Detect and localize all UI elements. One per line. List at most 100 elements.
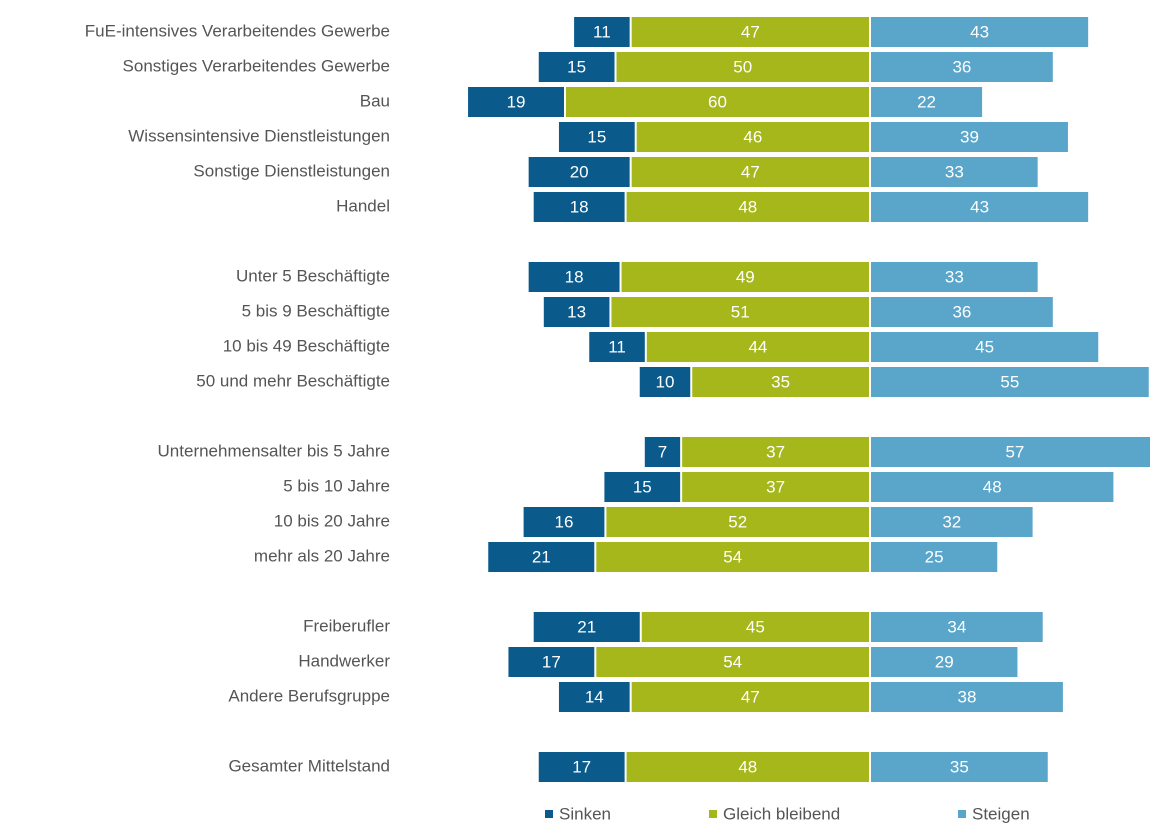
value-label: 34: [947, 617, 966, 636]
value-label: 18: [570, 197, 589, 216]
value-label: 11: [608, 337, 626, 356]
bar-segment: [621, 262, 869, 292]
bar-segment: [604, 472, 681, 502]
bar-segment: [871, 752, 1048, 782]
bar-segment: [639, 367, 691, 397]
bar-segment: [871, 122, 1068, 152]
bar-segment: [631, 157, 869, 187]
value-label: 19: [507, 92, 526, 111]
bar-segment: [682, 437, 869, 467]
bar-segment: [626, 192, 869, 222]
category-label: Unternehmensalter bis 5 Jahre: [158, 441, 390, 460]
category-label: Wissensintensive Dienstleistungen: [128, 126, 390, 145]
bar-segment: [543, 297, 610, 327]
category-label: FuE-intensives Verarbeitendes Gewerbe: [85, 21, 390, 40]
bar-segment: [631, 17, 869, 47]
value-label: 16: [555, 512, 574, 531]
bar-segment: [871, 192, 1089, 222]
value-label: 11: [593, 22, 611, 41]
bar-segment: [528, 262, 620, 292]
category-label: Freiberufler: [303, 616, 390, 635]
value-label: 36: [952, 57, 971, 76]
value-label: 54: [723, 652, 742, 671]
bar-segment: [611, 297, 869, 327]
category-label: Handwerker: [298, 651, 390, 670]
bar-segment: [528, 157, 630, 187]
value-label: 20: [570, 162, 589, 181]
legend-label: Sinken: [559, 804, 611, 823]
value-label: 13: [567, 302, 586, 321]
bar-segment: [616, 52, 869, 82]
value-label: 45: [975, 337, 994, 356]
value-label: 14: [585, 687, 604, 706]
category-label: Andere Berufsgruppe: [228, 686, 390, 705]
bar-segment: [508, 647, 595, 677]
value-label: 17: [542, 652, 561, 671]
value-label: 57: [1005, 442, 1024, 461]
bar-segment: [682, 472, 869, 502]
bar-segment: [631, 682, 869, 712]
category-label: Sonstiges Verarbeitendes Gewerbe: [123, 56, 390, 75]
value-label: 43: [970, 197, 989, 216]
value-label: 48: [983, 477, 1002, 496]
value-label: 21: [532, 547, 551, 566]
bar-segment: [636, 122, 869, 152]
bar-segment: [606, 507, 869, 537]
value-label: 55: [1000, 372, 1019, 391]
legend-marker: [958, 810, 966, 818]
bar-segment: [533, 612, 640, 642]
bar-segment: [871, 612, 1043, 642]
value-label: 15: [587, 127, 606, 146]
value-label: 33: [945, 162, 964, 181]
bar-segment: [538, 52, 615, 82]
value-label: 52: [728, 512, 747, 531]
value-label: 29: [935, 652, 954, 671]
value-label: 37: [766, 477, 785, 496]
category-label: 10 bis 49 Beschäftigte: [223, 336, 390, 355]
bar-segment: [871, 297, 1053, 327]
bar-segment: [871, 437, 1150, 467]
bar-segment: [641, 612, 869, 642]
bar-segment: [533, 192, 625, 222]
value-label: 36: [952, 302, 971, 321]
bar-segment: [871, 87, 983, 117]
bar-segment: [596, 542, 869, 572]
value-label: 25: [925, 547, 944, 566]
value-label: 21: [577, 617, 596, 636]
bar-segment: [871, 52, 1053, 82]
bar-segment: [871, 262, 1038, 292]
value-label: 17: [572, 757, 591, 776]
category-label: 50 und mehr Beschäftigte: [196, 371, 390, 390]
legend-marker: [545, 810, 553, 818]
bar-segment: [589, 332, 645, 362]
value-label: 33: [945, 267, 964, 286]
value-label: 54: [723, 547, 742, 566]
bar-segment: [626, 752, 869, 782]
bar-segment: [596, 647, 869, 677]
value-label: 45: [746, 617, 765, 636]
legend-marker: [709, 810, 717, 818]
category-label: Gesamter Mittelstand: [228, 756, 390, 775]
value-label: 46: [743, 127, 762, 146]
value-label: 51: [731, 302, 750, 321]
category-label: 5 bis 9 Beschäftigte: [242, 301, 390, 320]
value-label: 15: [633, 477, 652, 496]
bar-segment: [558, 122, 635, 152]
bar-segment: [646, 332, 869, 362]
bar-segment: [871, 472, 1114, 502]
bar-segment: [871, 507, 1033, 537]
bar-segment: [871, 332, 1099, 362]
bar-segment: [644, 437, 681, 467]
bar-segment: [488, 542, 595, 572]
value-label: 35: [771, 372, 790, 391]
bar-segment: [538, 752, 625, 782]
bar-segment: [566, 87, 869, 117]
bar-segment: [871, 682, 1063, 712]
category-label: Handel: [336, 196, 390, 215]
value-label: 48: [738, 757, 757, 776]
value-label: 22: [917, 92, 936, 111]
bar-segment: [523, 507, 605, 537]
legend-label: Steigen: [972, 804, 1030, 823]
category-label: 5 bis 10 Jahre: [283, 476, 390, 495]
